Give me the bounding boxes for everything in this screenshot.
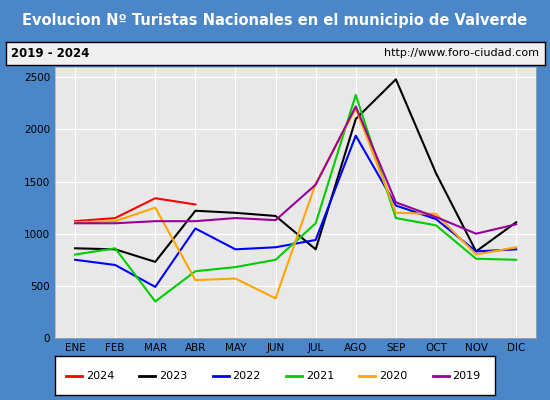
- 2022: [272, 245, 279, 250]
- Line: 2019: 2019: [75, 106, 516, 234]
- 2023: [433, 171, 439, 176]
- Line: 2023: 2023: [75, 79, 516, 262]
- 2022: [112, 262, 118, 267]
- 2024: [192, 202, 199, 207]
- 2024: [72, 219, 78, 224]
- 2022: [353, 133, 359, 138]
- 2022: [513, 247, 520, 252]
- 2019: [72, 221, 78, 226]
- Text: 2024: 2024: [86, 370, 114, 381]
- 2020: [353, 106, 359, 111]
- 2020: [433, 212, 439, 216]
- 2023: [312, 247, 319, 252]
- 2020: [272, 296, 279, 301]
- 2021: [112, 246, 118, 251]
- 2022: [152, 284, 158, 289]
- 2021: [473, 256, 480, 261]
- 2023: [353, 116, 359, 121]
- 2022: [473, 249, 480, 254]
- Text: 2023: 2023: [159, 370, 188, 381]
- 2021: [433, 223, 439, 228]
- 2019: [112, 221, 118, 226]
- Text: http://www.foro-ciudad.com: http://www.foro-ciudad.com: [384, 48, 539, 58]
- 2020: [393, 210, 399, 215]
- Line: 2021: 2021: [75, 95, 516, 302]
- 2019: [433, 215, 439, 220]
- Text: 2020: 2020: [379, 370, 408, 381]
- 2021: [232, 265, 239, 270]
- 2023: [393, 77, 399, 82]
- 2022: [393, 203, 399, 208]
- 2019: [272, 218, 279, 222]
- Line: 2022: 2022: [75, 136, 516, 287]
- 2021: [192, 269, 199, 274]
- 2023: [473, 249, 480, 254]
- Text: 2019 - 2024: 2019 - 2024: [11, 47, 89, 60]
- 2023: [272, 214, 279, 218]
- 2020: [232, 276, 239, 281]
- Text: 2019: 2019: [453, 370, 481, 381]
- 2021: [393, 216, 399, 220]
- 2020: [473, 252, 480, 257]
- 2020: [312, 181, 319, 186]
- 2023: [72, 246, 78, 251]
- 2020: [192, 278, 199, 282]
- 2021: [152, 299, 158, 304]
- 2022: [312, 238, 319, 242]
- 2019: [513, 222, 520, 227]
- Text: 2021: 2021: [306, 370, 334, 381]
- Line: 2020: 2020: [75, 108, 516, 298]
- 2022: [72, 257, 78, 262]
- 2023: [112, 247, 118, 252]
- Text: Evolucion Nº Turistas Nacionales en el municipio de Valverde: Evolucion Nº Turistas Nacionales en el m…: [23, 14, 527, 28]
- 2021: [312, 221, 319, 226]
- 2021: [72, 252, 78, 257]
- 2023: [152, 260, 158, 264]
- 2019: [152, 219, 158, 224]
- 2023: [513, 220, 520, 225]
- 2024: [152, 196, 158, 201]
- Line: 2024: 2024: [75, 198, 195, 221]
- 2024: [112, 216, 118, 220]
- 2020: [513, 245, 520, 250]
- 2021: [513, 257, 520, 262]
- 2019: [312, 182, 319, 187]
- 2022: [433, 217, 439, 222]
- 2023: [232, 210, 239, 215]
- 2021: [272, 257, 279, 262]
- 2022: [232, 247, 239, 252]
- 2019: [232, 216, 239, 220]
- 2019: [393, 200, 399, 205]
- 2020: [72, 220, 78, 225]
- 2020: [152, 205, 158, 210]
- 2019: [473, 231, 480, 236]
- 2020: [112, 219, 118, 224]
- 2023: [192, 208, 199, 213]
- 2022: [192, 226, 199, 231]
- 2019: [192, 219, 199, 224]
- 2019: [353, 104, 359, 109]
- Text: 2022: 2022: [233, 370, 261, 381]
- 2021: [353, 92, 359, 97]
